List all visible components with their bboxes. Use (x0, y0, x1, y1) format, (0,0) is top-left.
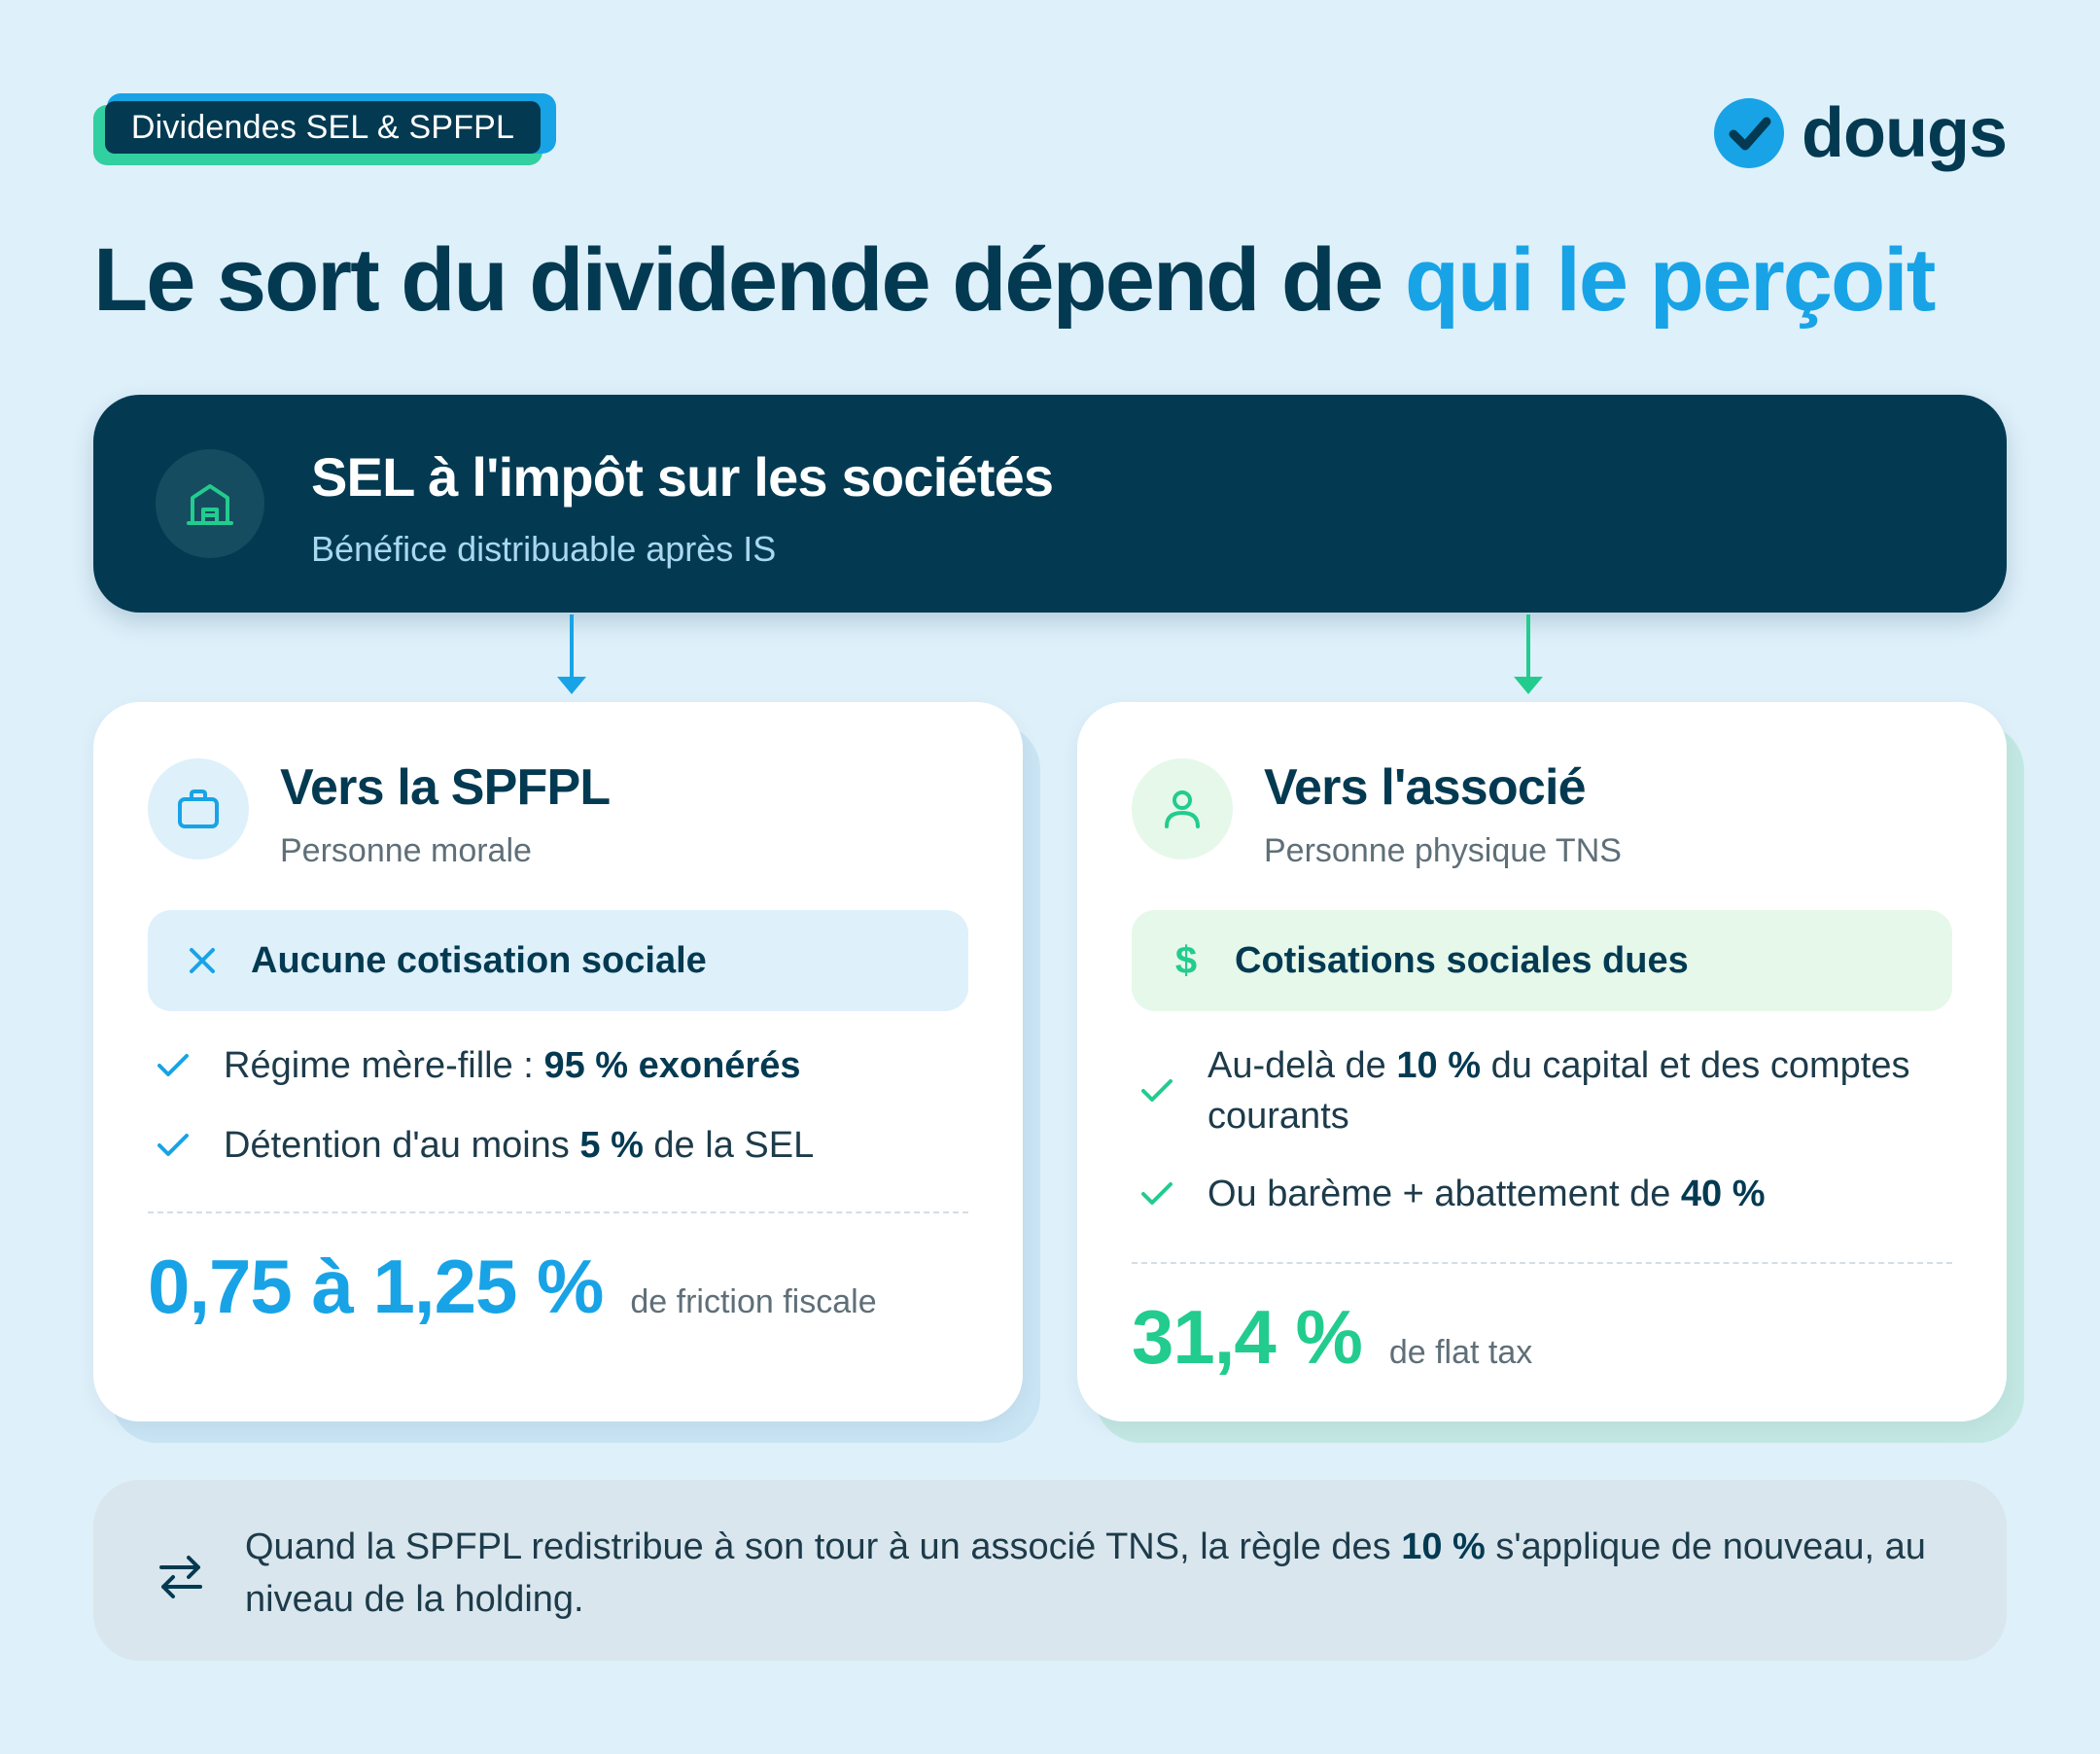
stat-value: 0,75 à 1,25 % (148, 1244, 604, 1329)
list-item: Au-delà de 10 % du capital et des compte… (1139, 1040, 1956, 1141)
card-associe-subtitle: Personne physique TNS (1264, 832, 1622, 869)
arrow-down-green-icon (1514, 614, 1543, 694)
check-circle-icon (1714, 98, 1785, 168)
stat-label: de flat tax (1388, 1334, 1533, 1371)
list-item: Régime mère-fille : 95 % exonérés (156, 1040, 801, 1091)
briefcase-icon (178, 789, 219, 828)
page-title: Le sort du dividende dépend de qui le pe… (93, 230, 1937, 330)
user-icon (1165, 790, 1200, 828)
note-text: Quand la SPFPL redistribue à son tour à … (245, 1526, 1926, 1620)
flat-tax-stat: 31,4 % de flat tax (1132, 1293, 1532, 1382)
check-icon (156, 1120, 191, 1171)
logo-text: dougs (1802, 94, 2008, 172)
building-icon (187, 484, 233, 525)
item-text: Détention d'au moins 5 % de la SEL (224, 1125, 815, 1166)
source-subtitle: Bénéfice distribuable après IS (311, 529, 777, 569)
card-spfpl-icon-circle (148, 758, 249, 859)
source-icon-circle (156, 449, 264, 558)
pill-label: Cotisations sociales dues (1235, 939, 1689, 981)
dougs-logo: dougs (1714, 93, 2008, 173)
card-associe-title: Vers l'associé (1264, 759, 1587, 816)
item-text: Ou barème + abattement de 40 % (1208, 1174, 1766, 1214)
title-accent: qui le perçoit (1404, 230, 1937, 330)
title-main: Le sort du dividende dépend de (93, 230, 1383, 330)
dollar-icon: $ (1174, 938, 1198, 982)
check-icon (156, 1040, 191, 1091)
category-badge: Dividendes SEL & SPFPL (93, 93, 556, 165)
divider (148, 1211, 968, 1213)
badge-label: Dividendes SEL & SPFPL (105, 101, 541, 154)
card-spfpl-subtitle: Personne morale (280, 832, 532, 869)
swap-arrows-icon (159, 1556, 202, 1598)
pill-label: Aucune cotisation sociale (251, 939, 707, 981)
arrow-down-blue-icon (557, 614, 586, 694)
friction-stat: 0,75 à 1,25 % de friction fiscale (148, 1243, 877, 1331)
card-spfpl: Vers la SPFPL Personne morale Aucune cot… (93, 702, 1023, 1421)
source-card: SEL à l'impôt sur les sociétés Bénéfice … (93, 395, 2007, 613)
item-text: Au-delà de 10 % du capital et des compte… (1208, 1045, 1910, 1137)
check-icon (1139, 1169, 1174, 1219)
card-spfpl-title: Vers la SPFPL (280, 759, 611, 816)
list-item: Ou barème + abattement de 40 % (1139, 1169, 1766, 1219)
list-item: Détention d'au moins 5 % de la SEL (156, 1120, 814, 1171)
check-icon (1139, 1066, 1174, 1116)
divider (1132, 1262, 1952, 1264)
x-icon (183, 941, 222, 980)
item-text: Régime mère-fille : 95 % exonérés (224, 1045, 801, 1086)
stat-label: de friction fiscale (630, 1283, 877, 1320)
social-contribution-due-pill: $ Cotisations sociales dues (1132, 910, 1952, 1011)
source-title: SEL à l'impôt sur les sociétés (311, 446, 1054, 508)
card-associe-icon-circle (1132, 758, 1233, 859)
no-social-contribution-pill: Aucune cotisation sociale (148, 910, 968, 1011)
stat-value: 31,4 % (1132, 1294, 1363, 1380)
holding-note: Quand la SPFPL redistribue à son tour à … (93, 1480, 2007, 1661)
card-associe: Vers l'associé Personne physique TNS $ C… (1077, 702, 2007, 1421)
